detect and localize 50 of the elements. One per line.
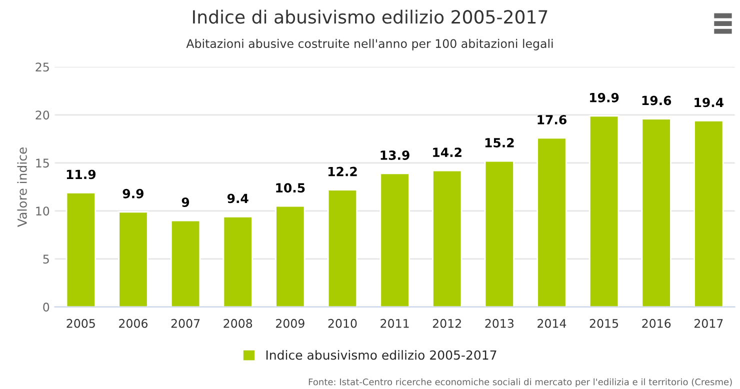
data-label: 11.9: [66, 170, 96, 180]
bar: [118, 211, 148, 307]
data-label: 12.2: [328, 166, 357, 176]
bar: [694, 120, 724, 307]
chart-subtitle: Abitazioni abusive costruite nell'anno per 100 abitazioni legali: [186, 38, 553, 50]
data-label: 19.6: [642, 96, 672, 106]
data-label: 9.9: [122, 188, 144, 198]
x-tick-label: 2008: [224, 318, 252, 328]
x-tick-label: 2009: [276, 318, 304, 328]
y-axis-title: Valore indice: [17, 147, 27, 227]
y-tick-label: 15: [36, 158, 49, 168]
y-tick-label: 10: [36, 206, 50, 216]
bar: [380, 172, 410, 307]
x-tick-label: 2005: [66, 318, 95, 328]
x-tick-label: 2013: [485, 318, 514, 328]
data-label: 9: [182, 198, 190, 207]
x-tick-label: 2006: [119, 318, 148, 328]
bar: [327, 189, 358, 307]
x-tick-label: 2011: [380, 318, 409, 328]
data-label: 19.4: [694, 98, 724, 108]
chart-title: Indice di abusivismo edilizio 2005-2017: [193, 10, 548, 24]
bar: [536, 137, 567, 307]
x-tick-label: 2007: [171, 318, 200, 328]
bar: [484, 160, 514, 307]
x-tick-label: 2016: [642, 318, 671, 328]
x-tick-label: 2014: [538, 318, 566, 328]
bar: [66, 192, 96, 307]
y-tick-label: 25: [36, 62, 49, 72]
data-label: 15.2: [485, 138, 514, 148]
data-label: 13.9: [380, 150, 410, 160]
x-tick-label: 2017: [694, 318, 723, 328]
bar: [641, 118, 672, 307]
x-tick-label: 2010: [328, 318, 357, 328]
y-tick-label: 20: [36, 110, 50, 120]
data-label: 17.6: [538, 114, 566, 124]
y-tick-label: 0: [43, 302, 50, 312]
bar: [170, 220, 201, 307]
bar: [588, 115, 620, 307]
data-label: 9.4: [227, 194, 248, 204]
bar: [275, 205, 306, 307]
data-label: 14.2: [433, 148, 462, 157]
data-label: 19.9: [590, 92, 619, 102]
y-tick-label: 5: [43, 254, 49, 264]
bar: [432, 170, 462, 307]
x-tick-label: 2015: [590, 318, 618, 328]
x-tick-label: 2012: [432, 318, 461, 328]
bar: [222, 216, 253, 307]
legend-label: Indice abusivismo edilizio 2005-2017: [266, 350, 496, 360]
data-label: 10.5: [276, 183, 305, 193]
source-note: Fonte: Istat-Centro ricerche economiche sociali di mercato per l'edilizia e il territorio (Cresme): [308, 378, 732, 388]
